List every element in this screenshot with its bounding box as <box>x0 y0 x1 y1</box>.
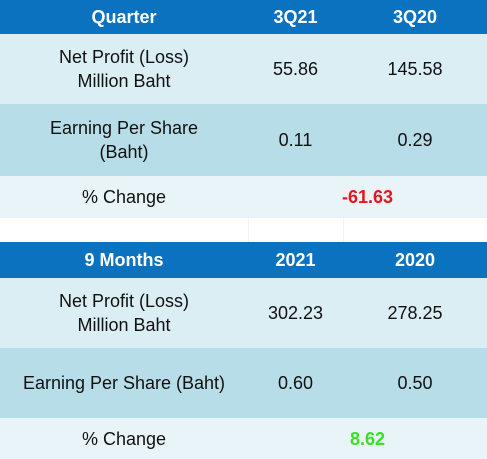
quarter-net-profit-label-line1: Net Profit (Loss) <box>58 47 190 67</box>
table-spacer <box>0 218 487 242</box>
nine-months-eps-col2: 0.50 <box>343 348 487 418</box>
nine-months-net-profit-col1: 302.23 <box>248 278 343 348</box>
quarter-eps-label: Earning Per Share (Baht) <box>0 104 248 176</box>
quarter-eps-col1: 0.11 <box>248 104 343 176</box>
nine-months-header-label: 9 Months <box>0 242 248 278</box>
quarter-header-col1: 3Q21 <box>248 0 343 34</box>
quarter-eps-label-line1: Earning Per Share <box>49 118 199 138</box>
nine-months-net-profit-label: Net Profit (Loss) Million Baht <box>0 278 248 348</box>
nine-months-change-value-cell: 8.62 <box>248 418 487 459</box>
quarter-net-profit-col2: 145.58 <box>343 34 487 104</box>
quarter-net-profit-label-line2: Million Baht <box>77 71 171 91</box>
nine-months-eps-col1: 0.60 <box>248 348 343 418</box>
nine-months-header-col1: 2021 <box>248 242 343 278</box>
spacer-divider <box>343 218 344 242</box>
quarter-header-label: Quarter <box>0 0 248 34</box>
nine-months-header-col2: 2020 <box>343 242 487 278</box>
quarter-change-value-cell: -61.63 <box>248 176 487 218</box>
quarter-table: Quarter 3Q21 3Q20 Net Profit (Loss) Mill… <box>0 0 487 218</box>
nine-months-net-profit-label-line1: Net Profit (Loss) <box>58 291 190 311</box>
nine-months-change-value: 8.62 <box>349 428 386 449</box>
quarter-eps-label-line2: (Baht) <box>99 142 149 162</box>
nine-months-eps-label: Earning Per Share (Baht) <box>0 348 248 418</box>
quarter-change-value: -61.63 <box>341 187 394 207</box>
spacer-divider <box>248 218 249 242</box>
quarter-eps-col2: 0.29 <box>343 104 487 176</box>
quarter-net-profit-col1: 55.86 <box>248 34 343 104</box>
nine-months-change-label: % Change <box>0 418 248 459</box>
nine-months-table: 9 Months 2021 2020 Net Profit (Loss) Mil… <box>0 242 487 459</box>
quarter-header-col2: 3Q20 <box>343 0 487 34</box>
quarter-change-label: % Change <box>0 176 248 218</box>
nine-months-net-profit-col2: 278.25 <box>343 278 487 348</box>
quarter-net-profit-label: Net Profit (Loss) Million Baht <box>0 34 248 104</box>
nine-months-net-profit-label-line2: Million Baht <box>77 315 171 335</box>
